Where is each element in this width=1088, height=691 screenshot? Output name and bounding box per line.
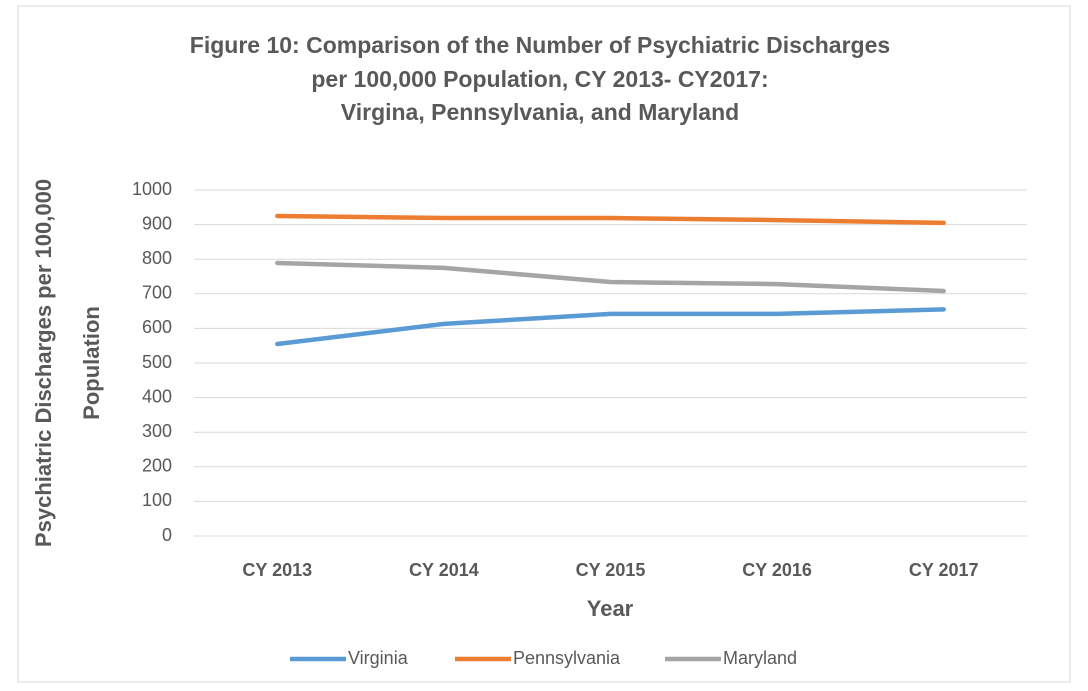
chart-title: per 100,000 Population, CY 2013- CY2017: (311, 66, 768, 92)
y-tick-label: 300 (142, 421, 172, 441)
y-tick-label: 100 (142, 490, 172, 510)
y-tick-label: 500 (142, 352, 172, 372)
x-tick-label: CY 2014 (409, 560, 479, 580)
x-tick-label: CY 2013 (242, 560, 312, 580)
y-tick-label: 0 (162, 525, 172, 545)
x-tick-label: CY 2016 (742, 560, 812, 580)
y-tick-label: 800 (142, 248, 172, 268)
series-line (275, 260, 946, 294)
y-tick-label: 900 (142, 213, 172, 233)
series-line (275, 213, 946, 226)
y-tick-label: 600 (142, 317, 172, 337)
y-tick-label: 700 (142, 283, 172, 303)
legend-label: Virginia (348, 648, 409, 668)
chart-border (17, 5, 1071, 683)
x-tick-label: CY 2015 (576, 560, 646, 580)
y-axis-title: Psychiatric Discharges per 100,000 (31, 179, 56, 547)
y-tick-label: 1000 (132, 179, 172, 199)
x-axis-title: Year (587, 596, 634, 621)
chart-title: Virgina, Pennsylvania, and Maryland (341, 99, 739, 125)
y-axis-title: Population (79, 306, 104, 420)
chart-title: Figure 10: Comparison of the Number of P… (190, 32, 890, 58)
x-tick-label: CY 2017 (909, 560, 979, 580)
y-tick-label: 200 (142, 456, 172, 476)
legend-label: Pennsylvania (513, 648, 621, 668)
y-tick-label: 400 (142, 386, 172, 406)
legend-label: Maryland (723, 648, 797, 668)
series-line (275, 307, 946, 347)
